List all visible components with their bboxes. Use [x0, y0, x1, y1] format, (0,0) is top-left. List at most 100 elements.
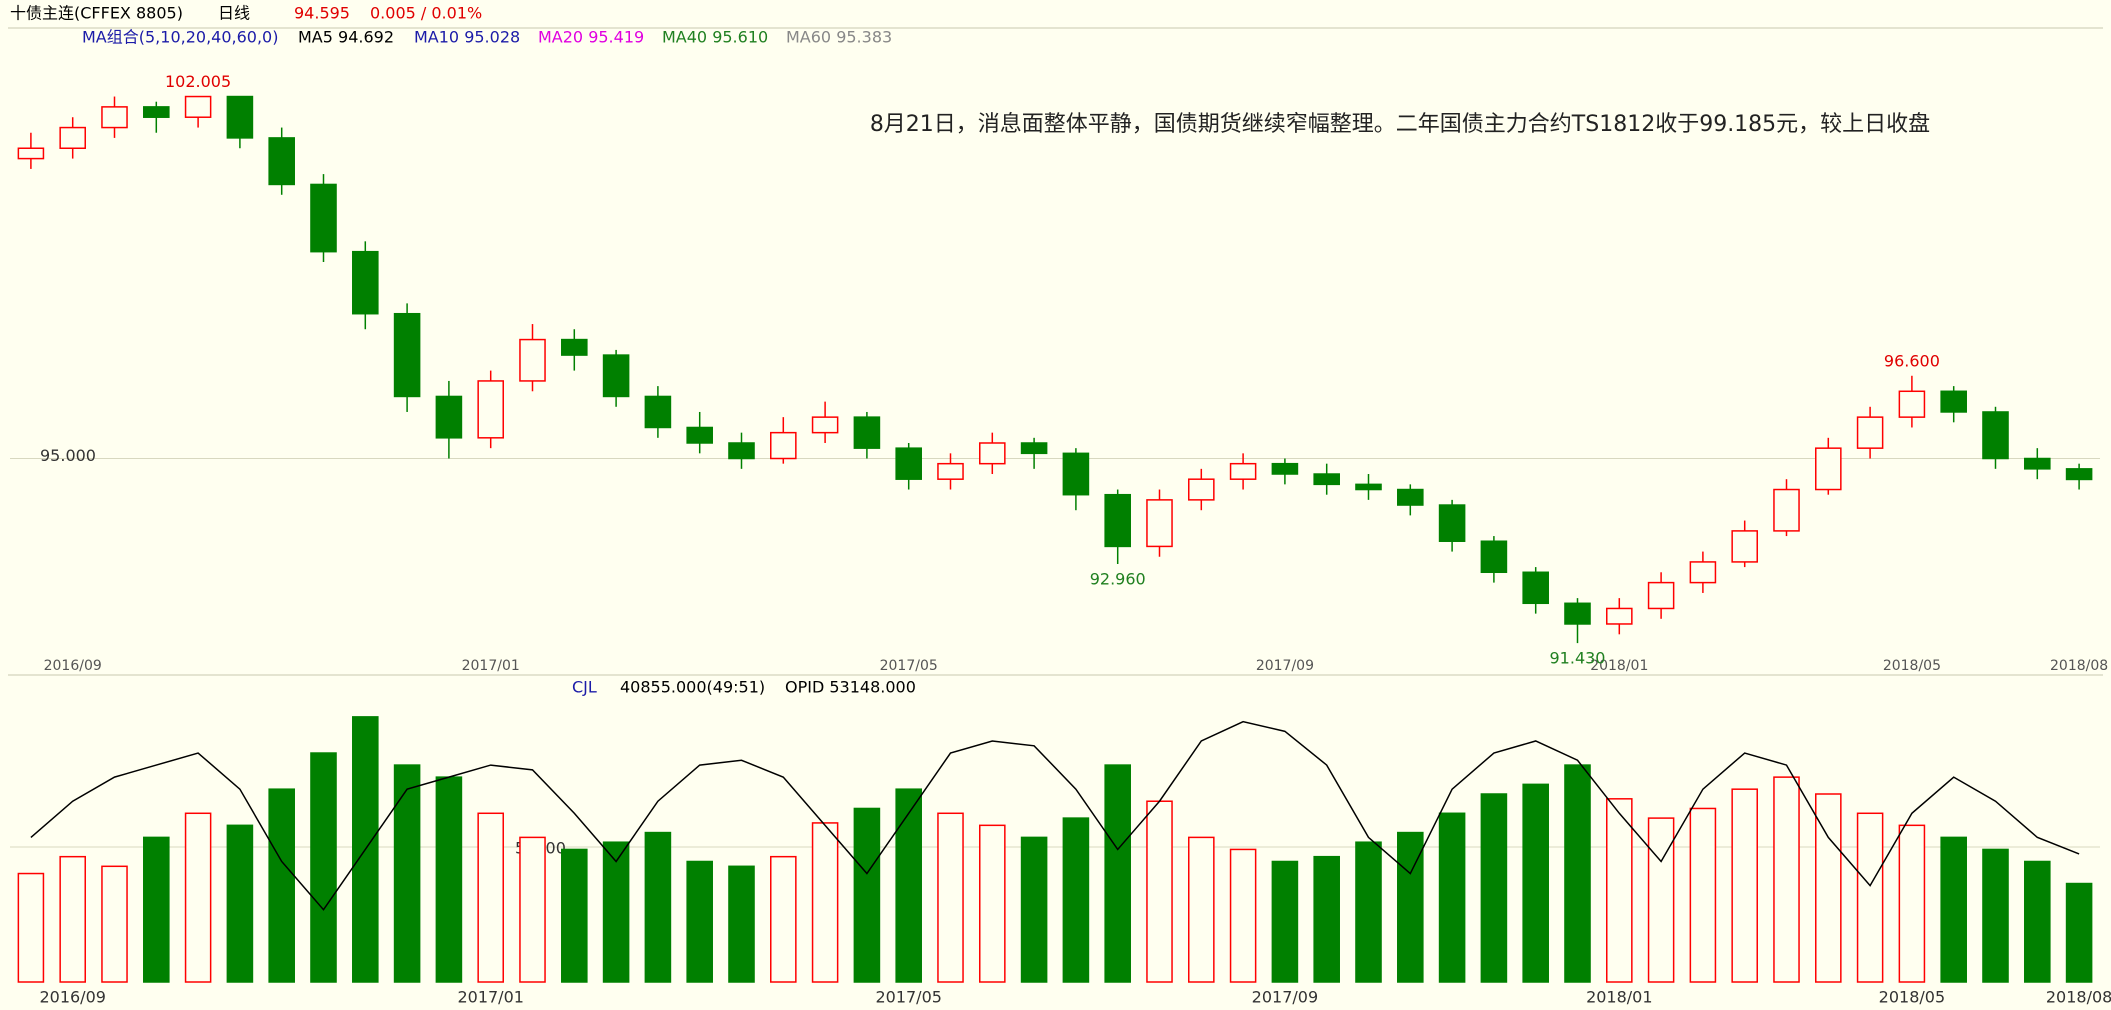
volume-bar: [686, 860, 713, 983]
candle-body: [1647, 581, 1675, 610]
oi-line: [30, 720, 2080, 911]
volume-bar: [811, 822, 839, 983]
candle-body: [1062, 452, 1090, 496]
candle-body: [811, 416, 839, 434]
period[interactable]: 日线: [218, 4, 250, 23]
candle-body: [1773, 488, 1800, 532]
x-tick-label: 2017/01: [462, 658, 520, 674]
candle-body: [1020, 442, 1048, 455]
instrument[interactable]: 十债主连(CFFEX 8805): [10, 4, 183, 23]
oi-value: OPID 53148.000: [785, 678, 916, 697]
x-tick-label: 2016/09: [44, 658, 102, 674]
candle-body: [310, 183, 337, 253]
candle-body: [17, 147, 45, 160]
candle-body: [1438, 504, 1466, 542]
volume-bar: [1062, 817, 1090, 983]
ma-item: MA10 95.028: [414, 28, 520, 47]
candle-body: [435, 395, 463, 439]
candle-body: [1104, 493, 1131, 548]
change: 0.005 / 0.01%: [370, 4, 482, 23]
ma-item: MA5 94.692: [298, 28, 394, 47]
volume-bar: [143, 836, 170, 983]
candle-body: [101, 106, 128, 129]
candle-body: [602, 354, 630, 398]
volume-bar: [1606, 798, 1633, 983]
volume-value: 40855.000(49:51): [620, 678, 765, 697]
volume-bar: [602, 841, 630, 983]
candle-body: [226, 95, 254, 139]
candle-body: [1480, 540, 1508, 574]
ma-item: MA60 95.383: [786, 28, 892, 47]
volume-bar: [1480, 793, 1508, 983]
candle-body: [1397, 488, 1424, 506]
candle-body: [393, 312, 421, 398]
volume-bar: [226, 824, 254, 983]
volume-bar: [770, 855, 797, 983]
candle-body: [1522, 571, 1549, 605]
x-tick-label: 2018/01: [1590, 658, 1648, 674]
volume-bar: [268, 788, 295, 983]
extreme-label: 96.600: [1884, 351, 1940, 370]
candle-body: [2024, 457, 2051, 470]
x-tick-label: 2018/08: [2050, 658, 2108, 674]
volume-bar: [937, 812, 964, 983]
candle-body: [477, 380, 504, 439]
candle-body: [1606, 607, 1633, 625]
volume-bar: [1940, 836, 1967, 983]
candle-body: [143, 106, 170, 118]
candle-body: [1940, 390, 1967, 413]
volume-bar: [519, 836, 546, 983]
volume-bar: [1689, 807, 1717, 983]
x-tick-label: 2017/01: [457, 988, 523, 1007]
extreme-label: 92.960: [1090, 569, 1146, 588]
volume-bar: [1731, 788, 1758, 983]
ma-title[interactable]: MA组合(5,10,20,40,60,0): [82, 28, 278, 47]
annotation: 8月21日，消息面整体平静，国债期货继续窄幅整理。二年国债主力合约TS1812收…: [870, 112, 1930, 137]
volume-bar: [1773, 776, 1800, 983]
volume-bar: [59, 855, 86, 983]
candle-body: [1815, 447, 1842, 491]
volume-bar: [1438, 812, 1466, 983]
volume-bar: [561, 848, 588, 983]
volume-bar: [1020, 836, 1048, 983]
price: 94.595: [294, 4, 350, 23]
candle-body: [1188, 478, 1215, 501]
volume-bar: [1856, 812, 1884, 983]
candle-body: [352, 250, 379, 315]
volume-bar: [979, 824, 1006, 983]
extreme-label: 91.430: [1550, 649, 1606, 668]
candle-body: [1271, 462, 1299, 475]
volume-bar: [17, 872, 45, 983]
candle-body: [1982, 411, 2009, 460]
candle-body: [1856, 416, 1884, 449]
volume-bar: [1355, 841, 1382, 983]
candle-body: [1689, 561, 1717, 584]
candle-body: [895, 447, 922, 480]
candle-body: [268, 137, 295, 186]
y-tick-label: 95.000: [40, 446, 96, 465]
volume-bar: [644, 831, 672, 983]
volume-bar: [1522, 783, 1549, 983]
x-tick-label: 2018/08: [2046, 988, 2111, 1007]
x-tick-label: 2017/09: [1252, 988, 1318, 1007]
candle-body: [728, 442, 755, 460]
candle-body: [519, 338, 546, 382]
volume-bar: [1271, 860, 1299, 983]
x-tick-label: 2018/05: [1883, 658, 1941, 674]
x-tick-label: 2016/09: [39, 988, 105, 1007]
volume-bar: [393, 764, 421, 983]
ma-item: MA20 95.419: [538, 28, 644, 47]
volume-bar: [2024, 860, 2051, 983]
volume-bar: [1313, 855, 1340, 983]
candle-body: [853, 416, 881, 449]
volume-bar: [853, 807, 881, 983]
volume-bar: [477, 812, 504, 983]
volume-bar: [728, 865, 755, 983]
volume-bar: [1898, 824, 1926, 983]
volume-bar: [435, 776, 463, 983]
volume-bar: [2065, 882, 2093, 983]
extreme-label: 102.005: [165, 72, 231, 91]
ma-legend: MA组合(5,10,20,40,60,0) MA5 94.692 MA10 95.0…: [82, 28, 892, 47]
